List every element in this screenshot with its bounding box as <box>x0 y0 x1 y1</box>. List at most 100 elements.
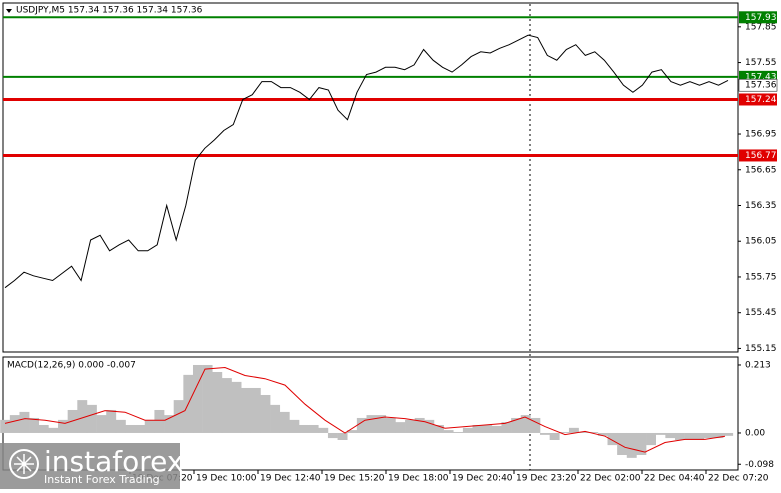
level-label: 157.93 <box>745 13 777 23</box>
price-panel <box>2 2 739 353</box>
macd-bar <box>154 409 165 433</box>
macd-bar <box>385 417 396 433</box>
macd-bar <box>202 364 213 433</box>
macd-bar <box>58 419 68 433</box>
y-tick-label: 0.00 <box>745 428 765 438</box>
y-tick-label: 156.35 <box>745 201 777 211</box>
macd-bar <box>347 430 358 433</box>
macd-bar <box>38 424 49 433</box>
logo: instaforex Instant Forex Trading <box>0 443 183 489</box>
macd-bar <box>376 415 387 433</box>
macd-bar <box>646 432 656 446</box>
macd-bar <box>231 381 242 433</box>
macd-bar <box>636 432 647 455</box>
macd-bar <box>48 427 59 433</box>
macd-bar <box>511 417 522 433</box>
macd-bar <box>703 432 714 439</box>
macd-bar <box>559 432 570 433</box>
macd-bar <box>115 419 126 433</box>
macd-bar <box>501 422 512 433</box>
macd-bar <box>337 432 348 440</box>
current-price-label: 157.36 <box>745 81 777 91</box>
macd-bar <box>279 411 290 433</box>
macd-bar <box>135 424 146 433</box>
y-tick-label: 0.213 <box>745 360 771 370</box>
macd-bar <box>0 419 11 433</box>
macd-bar <box>617 432 628 455</box>
x-tick-label: 19 Dec 20:40 <box>452 474 513 484</box>
x-tick-label: 19 Dec 23:20 <box>516 474 577 484</box>
macd-bar <box>289 419 300 433</box>
macd-bar <box>462 427 473 433</box>
macd-bar <box>453 432 464 433</box>
level-label: 156.77 <box>745 151 777 161</box>
macd-bar <box>125 424 136 433</box>
macd-bar <box>260 394 271 433</box>
macd-bar <box>414 417 425 433</box>
macd-bar <box>443 430 454 433</box>
macd-bar <box>366 415 377 433</box>
logo-icon-rays <box>14 454 34 474</box>
price-title: USDJPY,M5 157.34 157.36 157.34 157.36 <box>16 6 203 16</box>
y-tick-label: 156.05 <box>745 237 777 247</box>
macd-bar <box>549 432 560 440</box>
macd-bar <box>694 432 705 440</box>
macd-bar <box>665 432 676 439</box>
macd-bar <box>192 364 203 433</box>
level-label: 157.43 <box>745 72 777 82</box>
x-tick-label: 19 Dec 18:00 <box>388 474 449 484</box>
macd-bar <box>597 432 608 436</box>
level-label-box <box>739 93 777 106</box>
macd-bar <box>433 424 444 433</box>
y-tick-label: 155.15 <box>745 344 777 354</box>
macd-bar <box>86 404 97 433</box>
y-tick-label: 156.95 <box>745 130 777 140</box>
x-tick-label: 22 Dec 02:00 <box>580 474 641 484</box>
y-tick-label: -0.098 <box>745 460 774 470</box>
macd-bar <box>299 424 309 433</box>
macd-bar <box>655 432 666 435</box>
y-tick-label: 155.75 <box>745 272 777 282</box>
macd-bar <box>491 425 502 433</box>
macd-bar <box>241 387 252 433</box>
macd-bar <box>106 409 117 433</box>
macd-bar <box>520 415 531 433</box>
x-tick-label: 19 Dec 10:00 <box>196 474 257 484</box>
signal-line <box>4 366 726 453</box>
macd-title: MACD(12,26,9) 0.000 -0.007 <box>7 361 136 371</box>
macd-bar <box>164 415 174 433</box>
y-tick-label: 157.85 <box>745 22 777 32</box>
y-tick-label: 157.55 <box>745 58 777 68</box>
x-tick-label: 19 Dec 12:40 <box>260 474 321 484</box>
macd-bar <box>626 432 637 458</box>
macd-bar <box>395 422 406 433</box>
macd-bar <box>405 419 415 433</box>
macd-bar <box>173 400 184 433</box>
plot-content: 157.85 157.55 156.95 156.65 156.35 156.05 155.… <box>0 11 778 484</box>
macd-bar <box>568 427 579 433</box>
macd-bar <box>318 427 329 433</box>
macd-bar <box>723 432 734 436</box>
level-label: 157.24 <box>745 95 777 105</box>
macd-bar <box>424 419 435 433</box>
macd-bar <box>212 372 223 433</box>
macd-bar <box>684 432 695 440</box>
macd-bar <box>540 432 550 435</box>
macd-bar <box>482 424 493 433</box>
logo-name: instaforex <box>44 445 183 478</box>
macd-bar <box>713 432 724 439</box>
macd-bar <box>19 411 30 433</box>
current-price-box <box>738 78 778 92</box>
macd-bar <box>327 432 338 439</box>
macd-bar <box>250 387 261 433</box>
macd-bar <box>356 417 367 433</box>
level-label-box <box>739 11 777 24</box>
macd-bar <box>674 432 685 440</box>
macd-bar <box>472 424 483 433</box>
macd-bar <box>96 415 107 433</box>
level-label-box <box>739 149 777 162</box>
macd-bar <box>530 417 541 433</box>
macd-panel <box>2 356 739 471</box>
